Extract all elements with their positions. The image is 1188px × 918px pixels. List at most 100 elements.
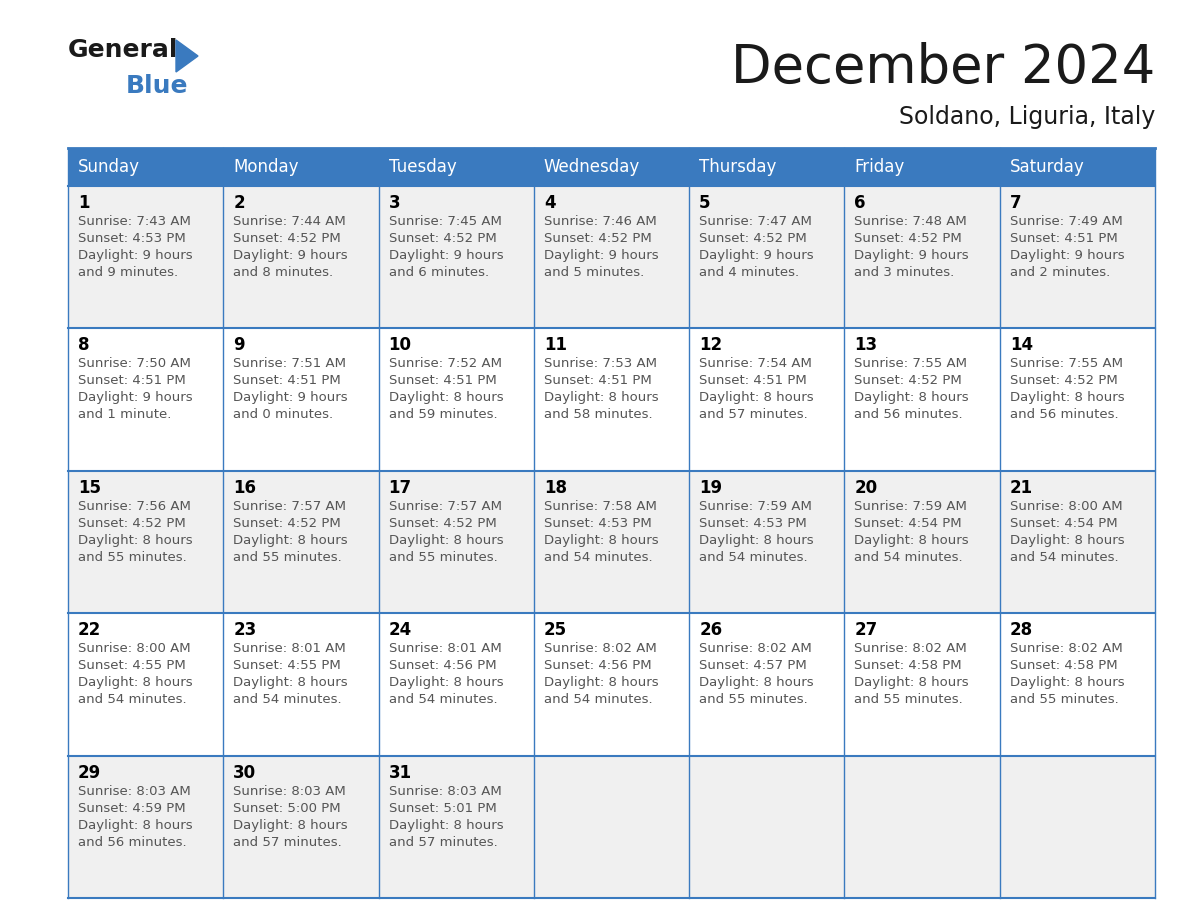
- Text: Sunset: 4:51 PM: Sunset: 4:51 PM: [544, 375, 651, 387]
- Text: Soldano, Liguria, Italy: Soldano, Liguria, Italy: [898, 105, 1155, 129]
- Text: Sunset: 4:52 PM: Sunset: 4:52 PM: [700, 232, 807, 245]
- Text: and 56 minutes.: and 56 minutes.: [78, 835, 187, 848]
- Bar: [689, 329, 845, 471]
- Bar: [845, 186, 1000, 329]
- Text: Sunrise: 7:47 AM: Sunrise: 7:47 AM: [700, 215, 813, 228]
- Text: 10: 10: [388, 336, 411, 354]
- Bar: [845, 329, 1000, 471]
- Bar: [379, 148, 533, 186]
- Text: Sunset: 4:51 PM: Sunset: 4:51 PM: [1010, 232, 1118, 245]
- Bar: [533, 756, 689, 898]
- Text: 4: 4: [544, 194, 556, 212]
- Text: Wednesday: Wednesday: [544, 158, 640, 176]
- Text: and 6 minutes.: and 6 minutes.: [388, 266, 488, 279]
- Text: Sunrise: 7:49 AM: Sunrise: 7:49 AM: [1010, 215, 1123, 228]
- Bar: [1000, 148, 1155, 186]
- Text: 7: 7: [1010, 194, 1022, 212]
- Text: Sunset: 4:57 PM: Sunset: 4:57 PM: [700, 659, 807, 672]
- Text: and 57 minutes.: and 57 minutes.: [233, 835, 342, 848]
- Text: Sunrise: 8:01 AM: Sunrise: 8:01 AM: [388, 643, 501, 655]
- Text: Daylight: 8 hours: Daylight: 8 hours: [1010, 533, 1124, 547]
- Bar: [223, 613, 379, 756]
- Text: 31: 31: [388, 764, 412, 781]
- Text: Sunrise: 8:02 AM: Sunrise: 8:02 AM: [700, 643, 811, 655]
- Text: Sunset: 4:52 PM: Sunset: 4:52 PM: [1010, 375, 1118, 387]
- Text: and 4 minutes.: and 4 minutes.: [700, 266, 800, 279]
- Text: and 57 minutes.: and 57 minutes.: [388, 835, 498, 848]
- Bar: [379, 471, 533, 613]
- Text: Daylight: 9 hours: Daylight: 9 hours: [78, 249, 192, 262]
- Text: Sunset: 4:59 PM: Sunset: 4:59 PM: [78, 801, 185, 814]
- Bar: [689, 613, 845, 756]
- Text: Sunset: 4:55 PM: Sunset: 4:55 PM: [78, 659, 185, 672]
- Text: Daylight: 8 hours: Daylight: 8 hours: [544, 391, 658, 405]
- Text: Daylight: 8 hours: Daylight: 8 hours: [700, 677, 814, 689]
- Text: and 56 minutes.: and 56 minutes.: [854, 409, 963, 421]
- Text: Thursday: Thursday: [700, 158, 777, 176]
- Text: Sunset: 4:56 PM: Sunset: 4:56 PM: [388, 659, 497, 672]
- Bar: [379, 613, 533, 756]
- Text: Daylight: 8 hours: Daylight: 8 hours: [233, 677, 348, 689]
- Text: Daylight: 9 hours: Daylight: 9 hours: [854, 249, 969, 262]
- Text: and 55 minutes.: and 55 minutes.: [854, 693, 963, 706]
- Text: and 54 minutes.: and 54 minutes.: [854, 551, 963, 564]
- Bar: [533, 329, 689, 471]
- Text: Sunset: 4:52 PM: Sunset: 4:52 PM: [388, 232, 497, 245]
- Bar: [845, 148, 1000, 186]
- Text: 3: 3: [388, 194, 400, 212]
- Text: Daylight: 8 hours: Daylight: 8 hours: [388, 533, 504, 547]
- Bar: [68, 756, 223, 898]
- Text: Sunset: 4:58 PM: Sunset: 4:58 PM: [854, 659, 962, 672]
- Text: Sunrise: 8:01 AM: Sunrise: 8:01 AM: [233, 643, 346, 655]
- Text: 19: 19: [700, 479, 722, 497]
- Text: Sunrise: 8:03 AM: Sunrise: 8:03 AM: [388, 785, 501, 798]
- Bar: [1000, 471, 1155, 613]
- Text: 14: 14: [1010, 336, 1032, 354]
- Text: Sunrise: 8:02 AM: Sunrise: 8:02 AM: [854, 643, 967, 655]
- Text: Sunrise: 7:57 AM: Sunrise: 7:57 AM: [233, 499, 346, 513]
- Bar: [379, 186, 533, 329]
- Text: Sunset: 4:52 PM: Sunset: 4:52 PM: [233, 232, 341, 245]
- Text: Daylight: 9 hours: Daylight: 9 hours: [233, 249, 348, 262]
- Text: Sunday: Sunday: [78, 158, 140, 176]
- Text: and 57 minutes.: and 57 minutes.: [700, 409, 808, 421]
- Text: Daylight: 8 hours: Daylight: 8 hours: [700, 391, 814, 405]
- Text: Sunset: 4:55 PM: Sunset: 4:55 PM: [233, 659, 341, 672]
- Text: and 9 minutes.: and 9 minutes.: [78, 266, 178, 279]
- Text: Sunset: 4:51 PM: Sunset: 4:51 PM: [388, 375, 497, 387]
- Bar: [68, 329, 223, 471]
- Text: and 59 minutes.: and 59 minutes.: [388, 409, 498, 421]
- Bar: [1000, 756, 1155, 898]
- Text: Sunrise: 7:55 AM: Sunrise: 7:55 AM: [1010, 357, 1123, 370]
- Text: Sunrise: 7:54 AM: Sunrise: 7:54 AM: [700, 357, 813, 370]
- Text: and 58 minutes.: and 58 minutes.: [544, 409, 652, 421]
- Text: Sunrise: 7:48 AM: Sunrise: 7:48 AM: [854, 215, 967, 228]
- Text: Sunrise: 8:03 AM: Sunrise: 8:03 AM: [78, 785, 191, 798]
- Text: Daylight: 8 hours: Daylight: 8 hours: [544, 533, 658, 547]
- Text: 20: 20: [854, 479, 878, 497]
- Text: Sunrise: 7:50 AM: Sunrise: 7:50 AM: [78, 357, 191, 370]
- Text: Sunset: 4:52 PM: Sunset: 4:52 PM: [854, 232, 962, 245]
- Text: Daylight: 8 hours: Daylight: 8 hours: [854, 677, 969, 689]
- Text: Sunset: 4:56 PM: Sunset: 4:56 PM: [544, 659, 651, 672]
- Bar: [223, 148, 379, 186]
- Text: and 5 minutes.: and 5 minutes.: [544, 266, 644, 279]
- Text: Sunrise: 8:00 AM: Sunrise: 8:00 AM: [1010, 499, 1123, 513]
- Bar: [68, 148, 223, 186]
- Text: and 54 minutes.: and 54 minutes.: [544, 551, 652, 564]
- Text: and 54 minutes.: and 54 minutes.: [1010, 551, 1118, 564]
- Text: and 54 minutes.: and 54 minutes.: [388, 693, 498, 706]
- Text: Sunset: 4:51 PM: Sunset: 4:51 PM: [78, 375, 185, 387]
- Text: Sunrise: 8:02 AM: Sunrise: 8:02 AM: [544, 643, 657, 655]
- Text: Sunset: 4:51 PM: Sunset: 4:51 PM: [700, 375, 807, 387]
- Text: Daylight: 9 hours: Daylight: 9 hours: [388, 249, 504, 262]
- Text: 23: 23: [233, 621, 257, 639]
- Text: Daylight: 9 hours: Daylight: 9 hours: [700, 249, 814, 262]
- Bar: [845, 471, 1000, 613]
- Bar: [68, 613, 223, 756]
- Text: Blue: Blue: [126, 74, 189, 98]
- Text: and 56 minutes.: and 56 minutes.: [1010, 409, 1118, 421]
- Text: Sunrise: 7:52 AM: Sunrise: 7:52 AM: [388, 357, 501, 370]
- Text: and 0 minutes.: and 0 minutes.: [233, 409, 334, 421]
- Text: and 55 minutes.: and 55 minutes.: [233, 551, 342, 564]
